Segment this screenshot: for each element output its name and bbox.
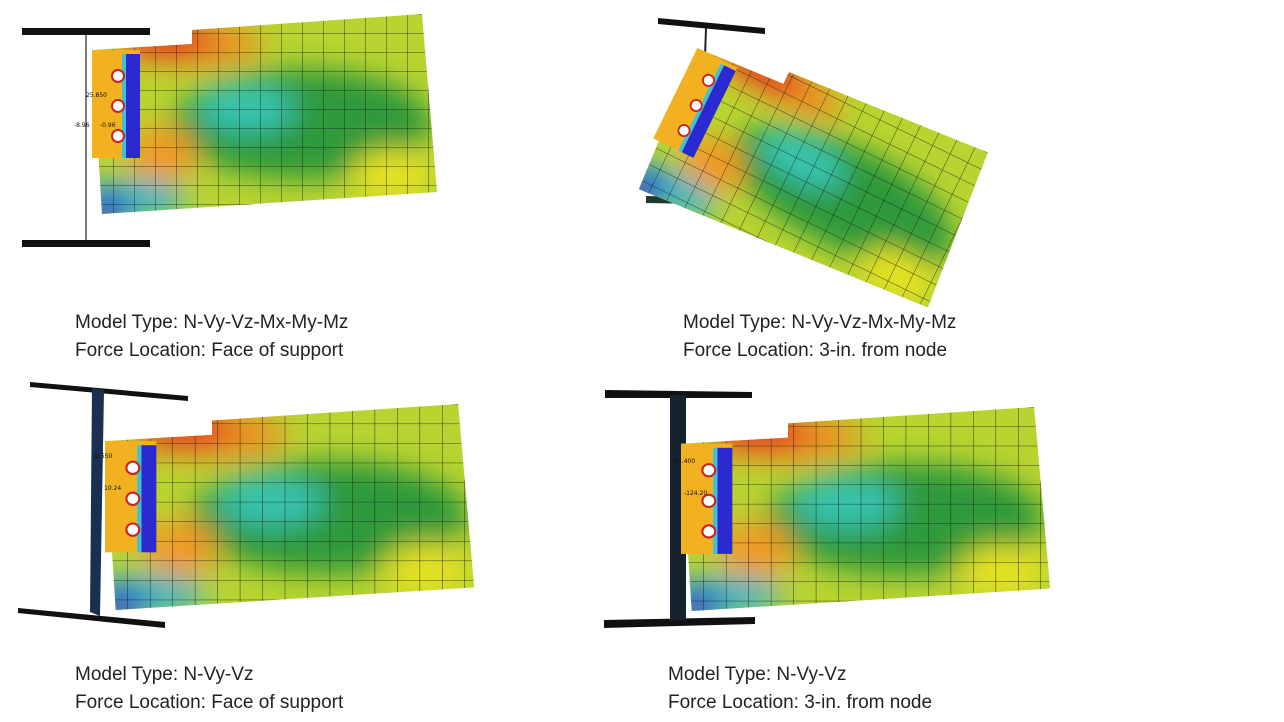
plot-label: -81.400	[672, 458, 695, 465]
caption-model: Model Type: N-Vy-Vz	[75, 664, 253, 685]
panel-4: -81.400 -124.20	[604, 387, 1088, 632]
caption-force: Force Location: Face of support	[75, 692, 344, 713]
caption-force: Force Location: 3-in. from node	[668, 692, 932, 713]
plot-label: 25.850	[86, 92, 107, 99]
caption-model: Model Type: N-Vy-Vz-Mx-My-Mz	[75, 312, 348, 333]
panel-1: 25.850 -8.96 -0.96	[22, 0, 472, 247]
caption-model: Model Type: N-Vy-Vz-Mx-My-Mz	[683, 312, 956, 333]
caption-force: Force Location: 3-in. from node	[683, 340, 947, 361]
caption-force: Force Location: Face of support	[75, 340, 344, 361]
panel-3: -0.550 10.24	[18, 382, 512, 631]
plot-label: -124.20	[684, 490, 707, 497]
plot-label: 10.24	[104, 485, 121, 492]
caption-model: Model Type: N-Vy-Vz	[668, 664, 846, 685]
plot-label: -8.96	[74, 122, 90, 129]
plot-label: -0.96	[100, 122, 116, 129]
panel-2	[606, 0, 1038, 357]
plot-label: -0.550	[93, 453, 113, 460]
